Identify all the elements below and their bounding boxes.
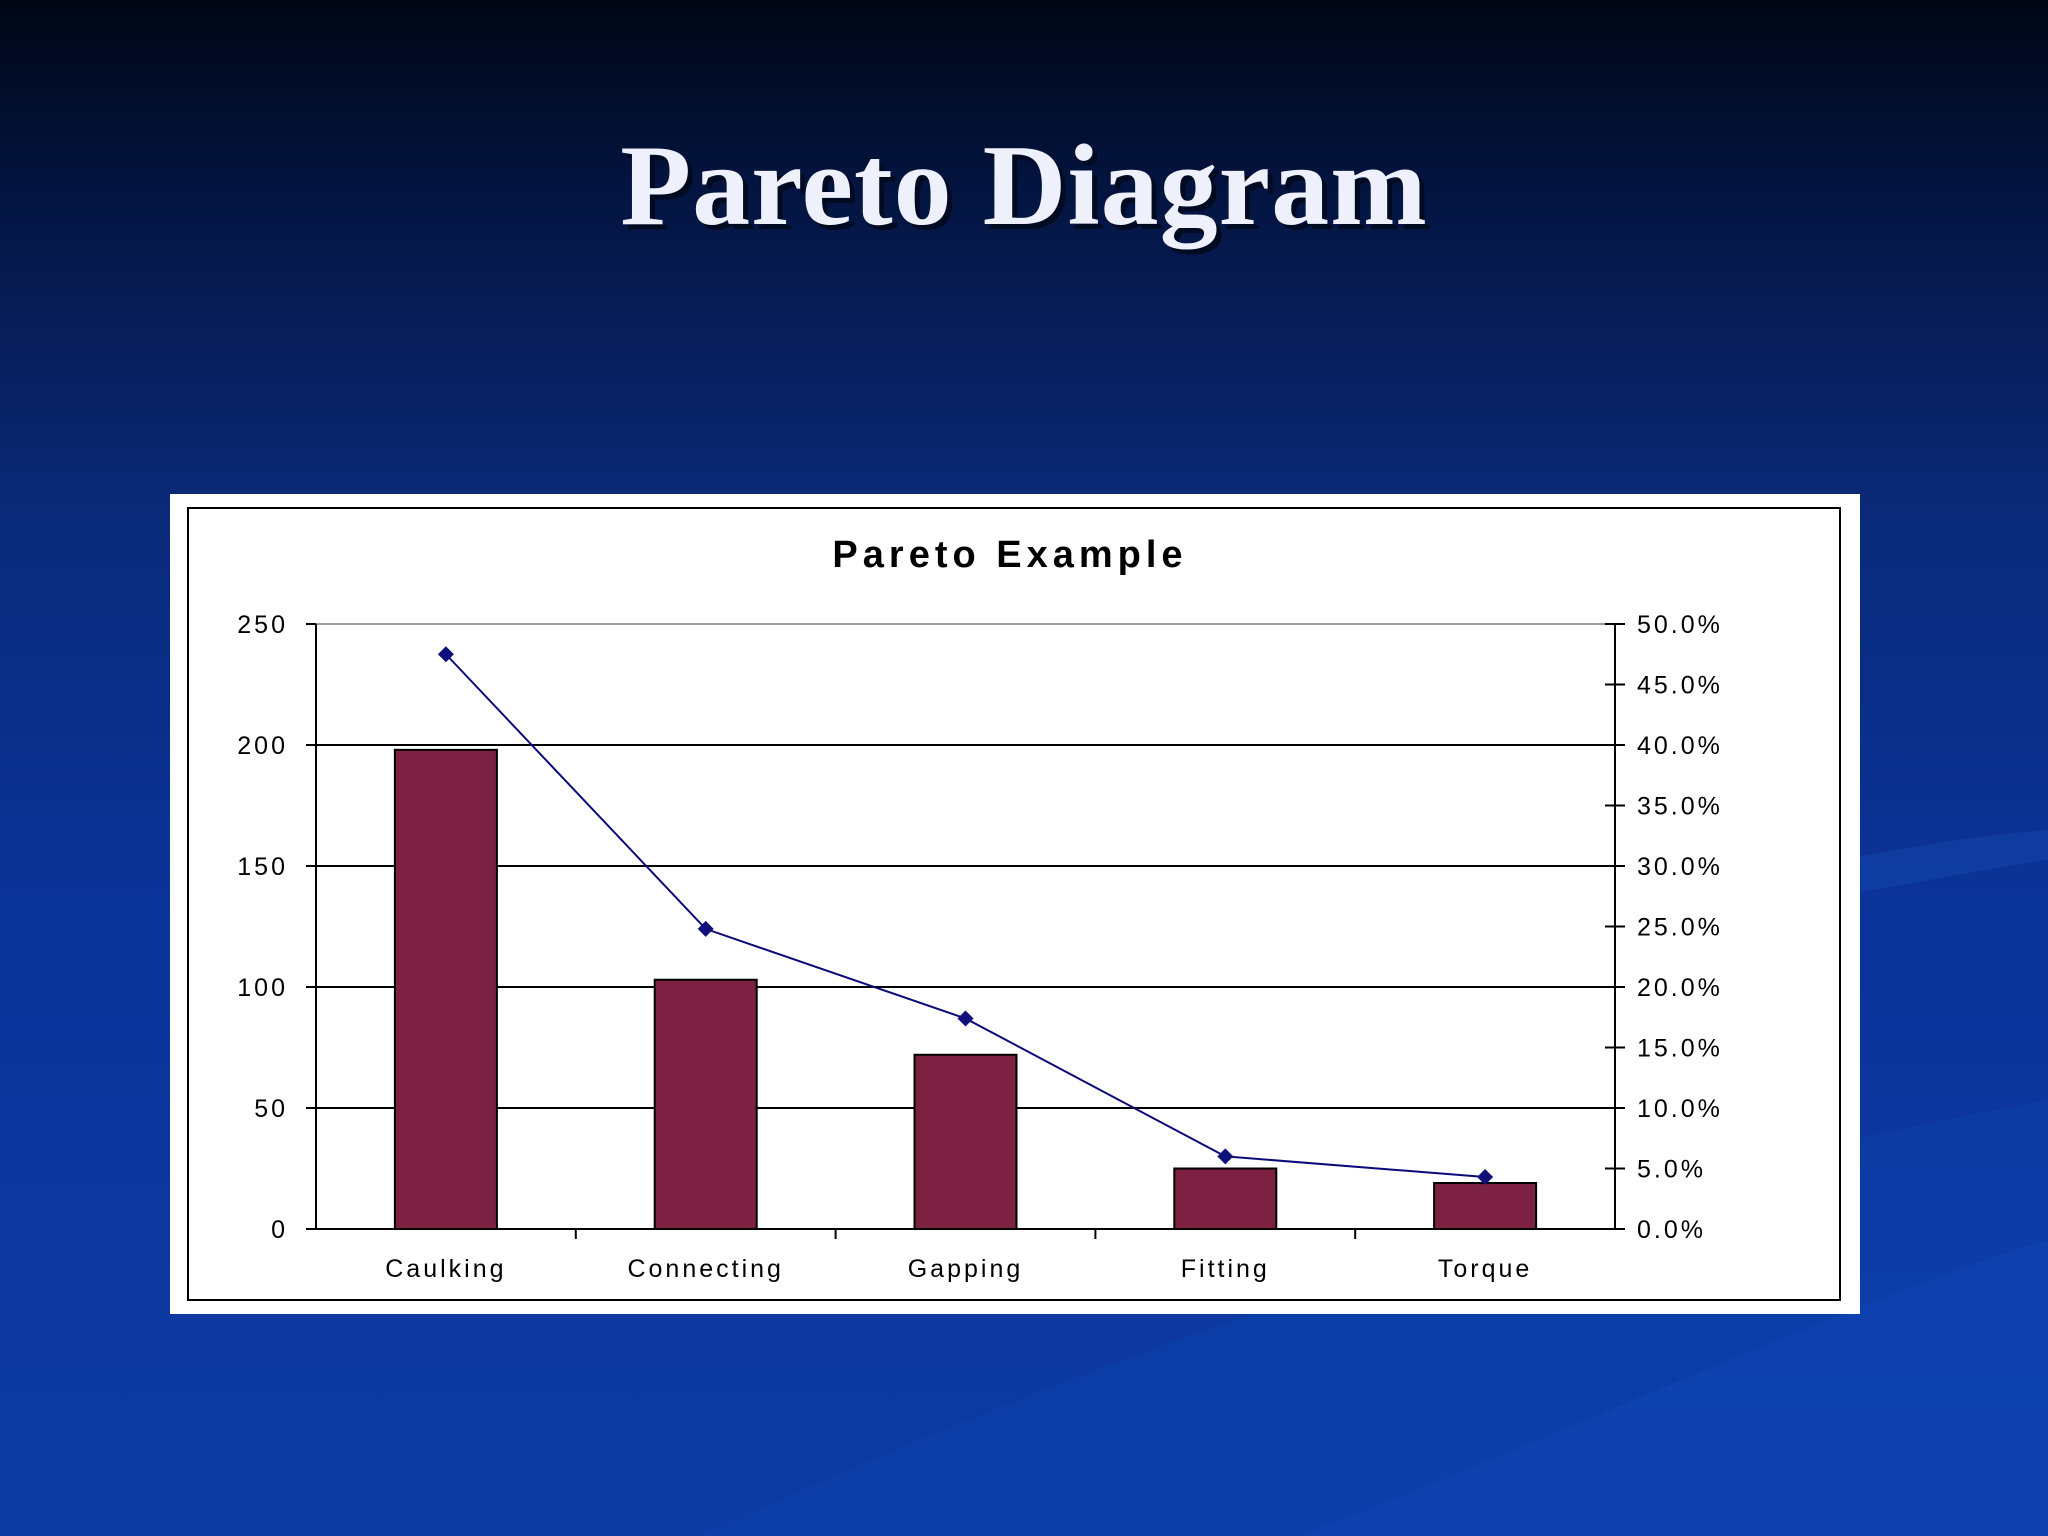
x-tick-label: Torque (1438, 1255, 1532, 1283)
y-right-tick-label: 15.0% (1637, 1035, 1723, 1063)
percent-marker-torque (1477, 1168, 1494, 1185)
y-right-tick-label: 10.0% (1637, 1095, 1723, 1123)
y-left-tick-label: 250 (237, 611, 288, 639)
y-right-tick-label: 40.0% (1637, 732, 1723, 760)
x-tick-label: Caulking (385, 1255, 506, 1283)
chart-panel: Pareto Example 0 50 100 150 200 250 0.0% 5.0% 10… (170, 494, 1860, 1314)
bar-connecting (653, 978, 758, 1230)
y-right-tick-label: 20.0% (1637, 974, 1723, 1002)
tick-labels: 0 50 100 150 200 250 0.0% 5.0% 10.0% 15.0% 20.0% 25… (237, 611, 1723, 1283)
bar-gapping (913, 1053, 1018, 1231)
y-left-tick-label: 200 (237, 732, 288, 760)
chart-title: Pareto Example (832, 534, 1187, 576)
bar-torque (1433, 1182, 1538, 1231)
x-tick-label: Connecting (627, 1255, 783, 1283)
bar-fitting (1173, 1167, 1278, 1230)
bar-caulking (393, 748, 498, 1230)
y-right-tick-label: 35.0% (1637, 793, 1723, 821)
percent-marker-fitting (1217, 1148, 1234, 1165)
percent-marker-gapping (957, 1010, 974, 1027)
axes (306, 623, 1625, 1239)
y-left-tick-label: 50 (254, 1095, 288, 1123)
y-right-tick-label: 30.0% (1637, 853, 1723, 881)
x-tick-label: Fitting (1181, 1255, 1270, 1283)
y-right-tick-label: 5.0% (1637, 1156, 1706, 1184)
y-left-tick-label: 150 (237, 853, 288, 881)
y-right-tick-label: 50.0% (1637, 611, 1723, 639)
y-right-tick-label: 45.0% (1637, 672, 1723, 700)
percent-line (437, 646, 1494, 1185)
y-right-tick-label: 25.0% (1637, 914, 1723, 942)
slide-title: Pareto Diagram (620, 122, 1428, 250)
y-left-tick-label: 100 (237, 974, 288, 1002)
x-tick-label: Gapping (908, 1255, 1024, 1283)
percent-marker-connecting (697, 920, 714, 937)
bars (393, 748, 1538, 1231)
y-right-tick-label: 0.0% (1637, 1216, 1706, 1244)
y-left-tick-label: 0 (271, 1216, 288, 1244)
percent-marker-caulking (437, 646, 454, 663)
pareto-chart: Pareto Example 0 50 100 150 200 250 0.0% 5.0% 10… (187, 507, 1841, 1301)
